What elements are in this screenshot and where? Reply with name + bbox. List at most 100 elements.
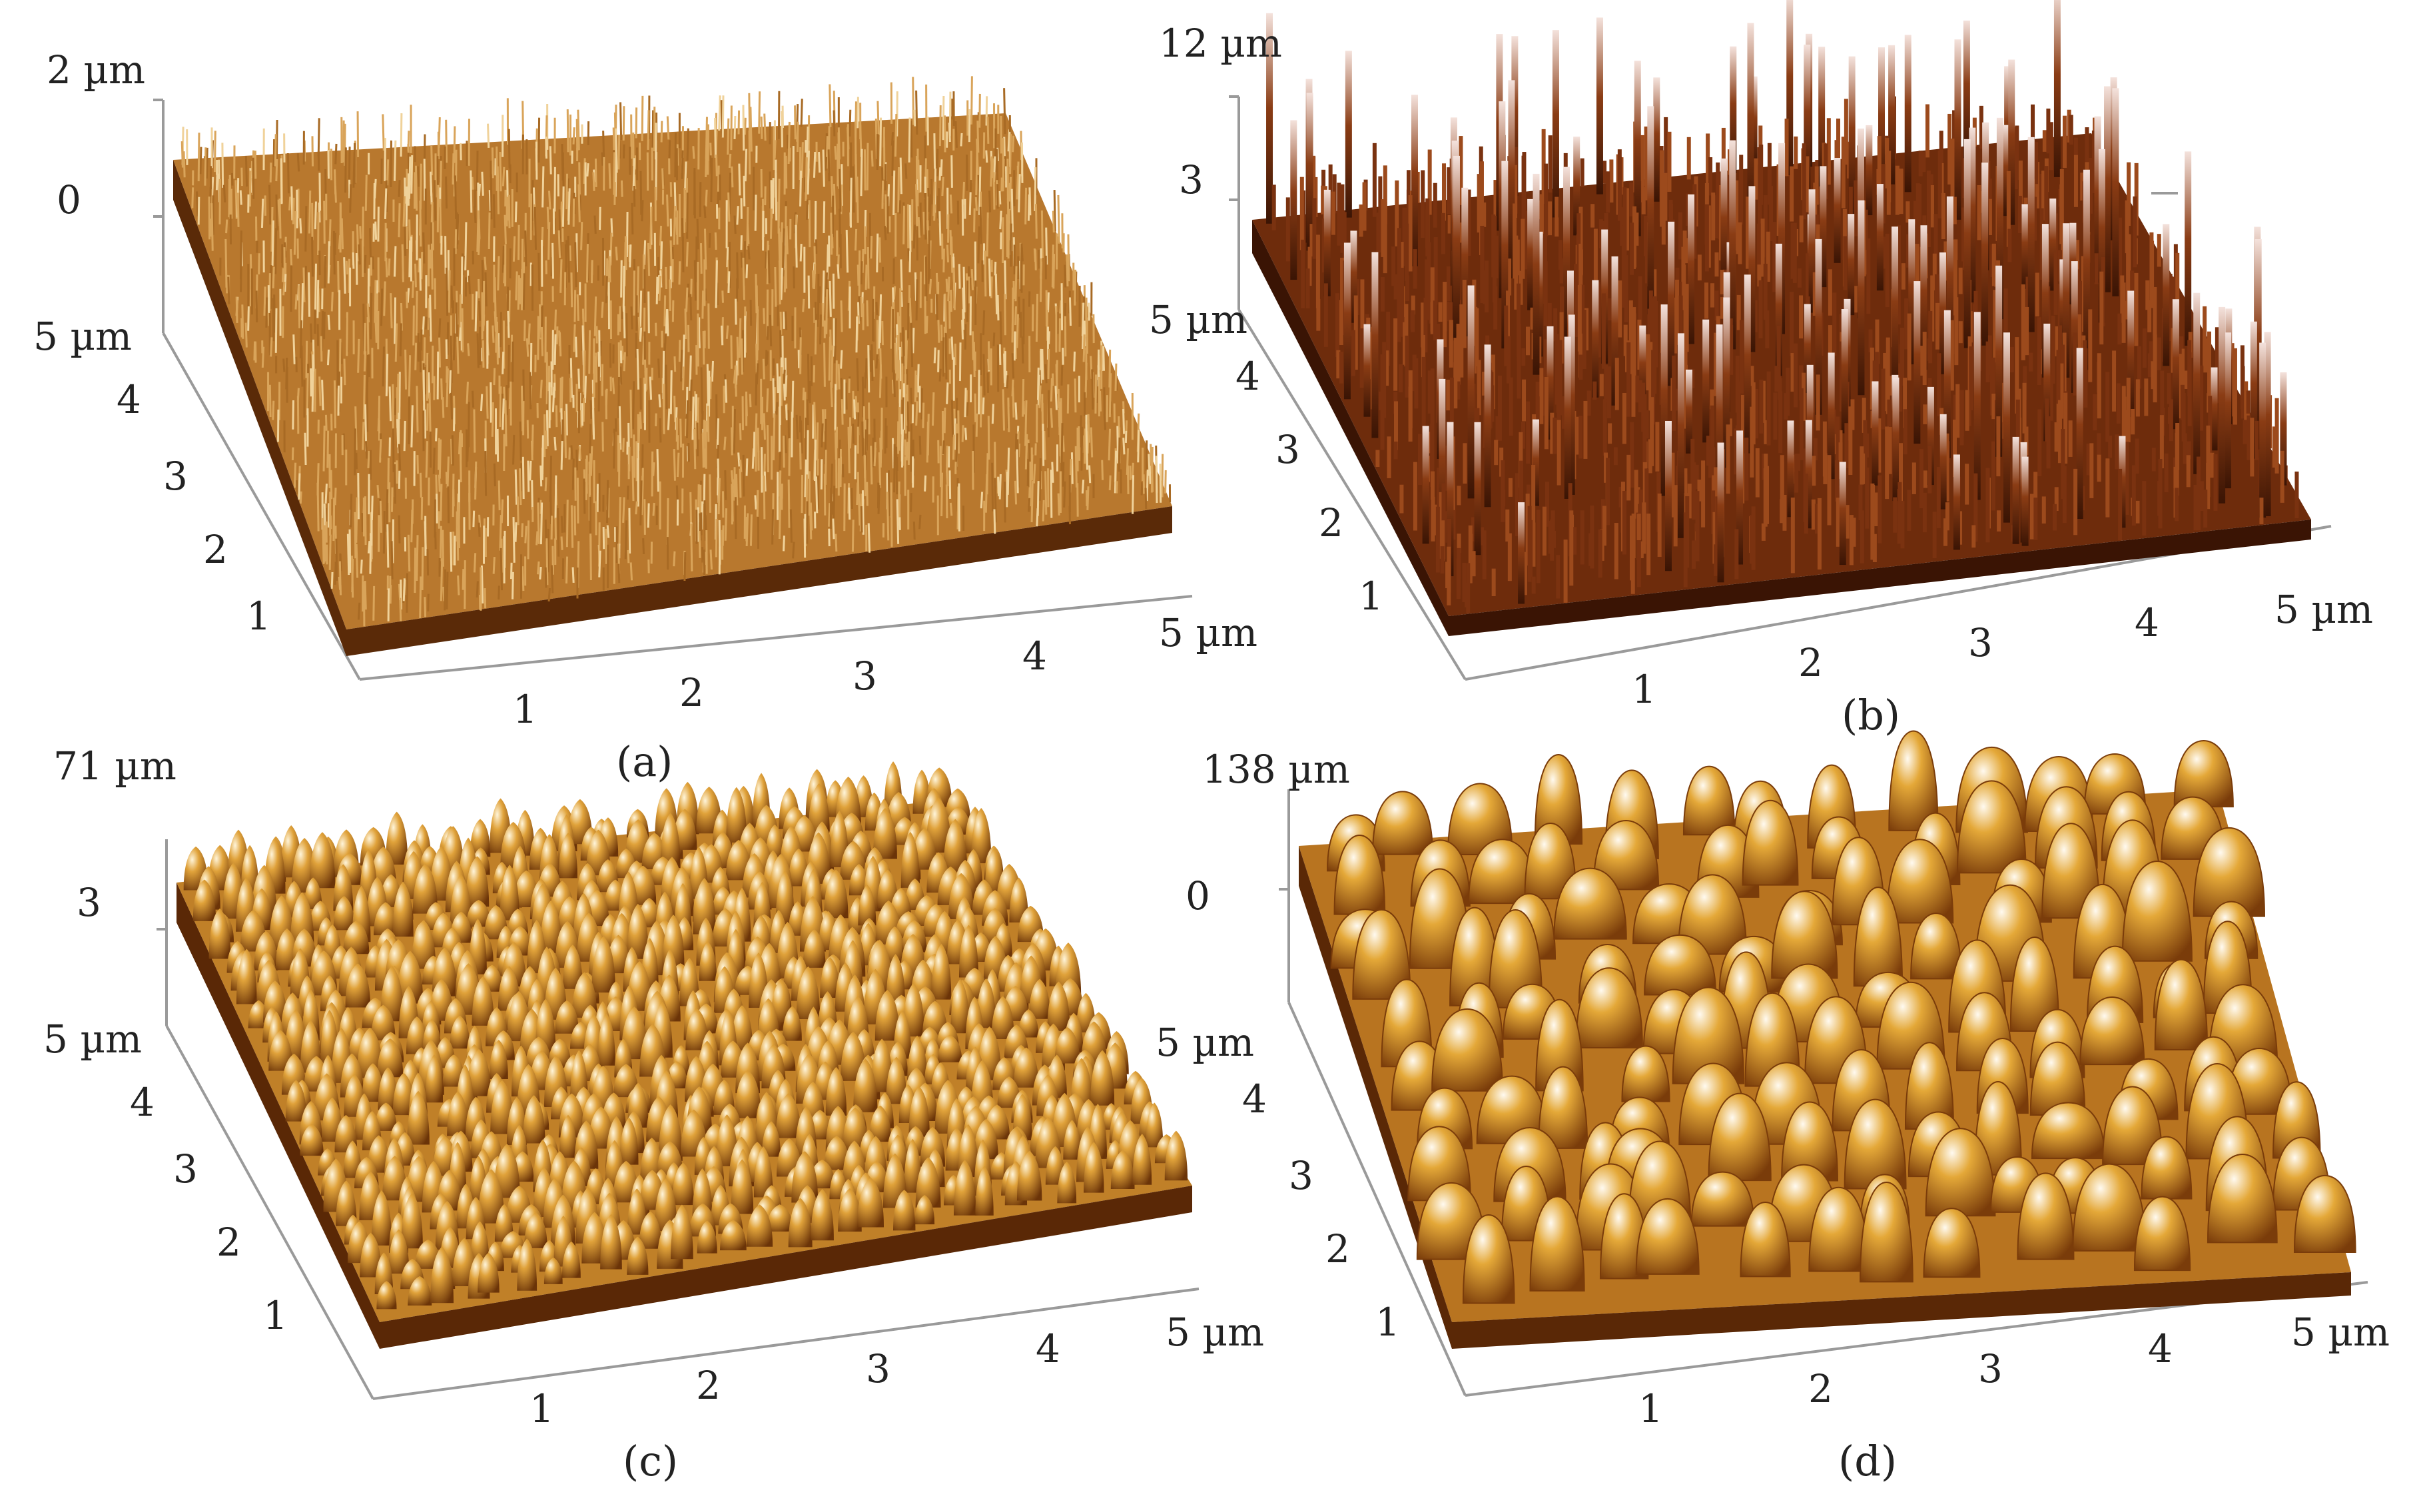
surface-needle [1532, 419, 1539, 506]
panel-b-caption: (b) [1842, 691, 1900, 739]
surface-spike [674, 133, 677, 178]
surface-spike [686, 128, 689, 161]
surface-spike [544, 477, 547, 492]
surface-cone [559, 1114, 577, 1158]
surface-cone [555, 1000, 579, 1034]
surface-spike [529, 460, 532, 481]
surface-spike [682, 366, 685, 391]
surface-spike [576, 294, 579, 321]
surface-needle [1834, 158, 1841, 263]
surface-spike [1057, 493, 1060, 516]
surface-spike [430, 179, 433, 204]
surface-needle [1802, 372, 1806, 421]
surface-needle [1362, 182, 1367, 231]
surface-spike [912, 77, 915, 125]
surface-spike [272, 266, 275, 288]
surface-spike [1074, 269, 1077, 306]
surface-needle [1622, 187, 1627, 262]
surface-spike [462, 255, 465, 276]
surface-spike [878, 452, 882, 488]
surface-needle [1574, 264, 1578, 337]
surface-spike [774, 266, 777, 307]
surface-spike [690, 278, 693, 297]
surface-needle [1841, 137, 1846, 208]
surface-dome [1781, 1101, 1839, 1182]
surface-needle [1898, 363, 1903, 412]
surface-needle [2142, 328, 2147, 368]
surface-spike [522, 369, 525, 401]
surface-spike [900, 291, 903, 307]
surface-spike [639, 327, 643, 342]
surface-needle [1953, 394, 1957, 429]
surface-spike [239, 190, 242, 205]
surface-spike [877, 485, 880, 514]
surface-needle [1738, 222, 1742, 264]
surface-needle [1682, 264, 1686, 310]
surface-dome [1904, 1042, 1955, 1130]
surface-spike [1082, 329, 1084, 350]
surface-needle [2193, 484, 2198, 531]
surface-dome [1462, 1214, 1515, 1304]
surface-needle [1493, 180, 1498, 226]
surface-spike [459, 440, 462, 483]
surface-spike [478, 522, 481, 537]
surface-spike [624, 520, 628, 560]
surface-spike [738, 318, 742, 358]
surface-needle [2049, 122, 2053, 171]
panel-d-x-tick: 4 [2148, 1326, 2173, 1371]
surface-needle [1550, 519, 1555, 561]
surface-spike [886, 492, 890, 541]
surface-cone [1084, 1142, 1104, 1193]
surface-needle [1858, 484, 1863, 521]
surface-needle [1811, 499, 1816, 530]
surface-spike [814, 320, 817, 355]
surface-dome [1621, 1045, 1670, 1102]
surface-spike [507, 344, 510, 388]
surface-cone [447, 1091, 469, 1136]
surface-needle [1716, 162, 1720, 225]
surface-needle [1623, 324, 1628, 356]
surface-needle [1708, 157, 1713, 196]
surface-needle [1381, 199, 1385, 257]
panel-a-x-tick: 1 [513, 687, 537, 732]
surface-needle [1794, 454, 1799, 493]
surface-needle [1421, 302, 1425, 348]
surface-spike [784, 375, 788, 397]
surface-needle [1836, 498, 1840, 547]
surface-spike [350, 494, 353, 528]
surface-needle [2121, 386, 2126, 462]
surface-needle [2089, 443, 2094, 498]
surface-spike [355, 497, 358, 543]
surface-spike [817, 475, 820, 510]
surface-spike [1108, 428, 1112, 461]
surface-spike [834, 318, 837, 348]
surface-needle [1345, 51, 1352, 218]
surface-needle [1644, 126, 1648, 186]
surface-cone [374, 902, 398, 936]
surface-spike [438, 474, 441, 492]
surface-needle [1927, 446, 1932, 494]
surface-spike [493, 368, 496, 386]
surface-spike [876, 134, 879, 171]
surface-needle [2085, 127, 2089, 185]
surface-spike [724, 470, 727, 500]
surface-needle [1920, 225, 1927, 370]
surface-spike [778, 493, 782, 540]
surface-needle [1875, 319, 1880, 364]
surface-cone [886, 954, 905, 1006]
surface-spike [539, 566, 542, 580]
surface-spike [306, 373, 309, 416]
surface-needle [2233, 348, 2237, 425]
surface-cone [371, 1004, 396, 1040]
surface-spike [502, 167, 506, 187]
surface-needle [1440, 546, 1445, 574]
surface-needle [1787, 420, 1794, 518]
surface-needle [1468, 525, 1473, 583]
surface-spike [724, 379, 728, 403]
surface-needle [1299, 177, 1304, 250]
surface-needle [1736, 430, 1744, 565]
surface-needle [1531, 576, 1536, 594]
surface-spike [304, 432, 307, 466]
surface-spike [980, 492, 984, 509]
surface-spike [440, 484, 443, 521]
